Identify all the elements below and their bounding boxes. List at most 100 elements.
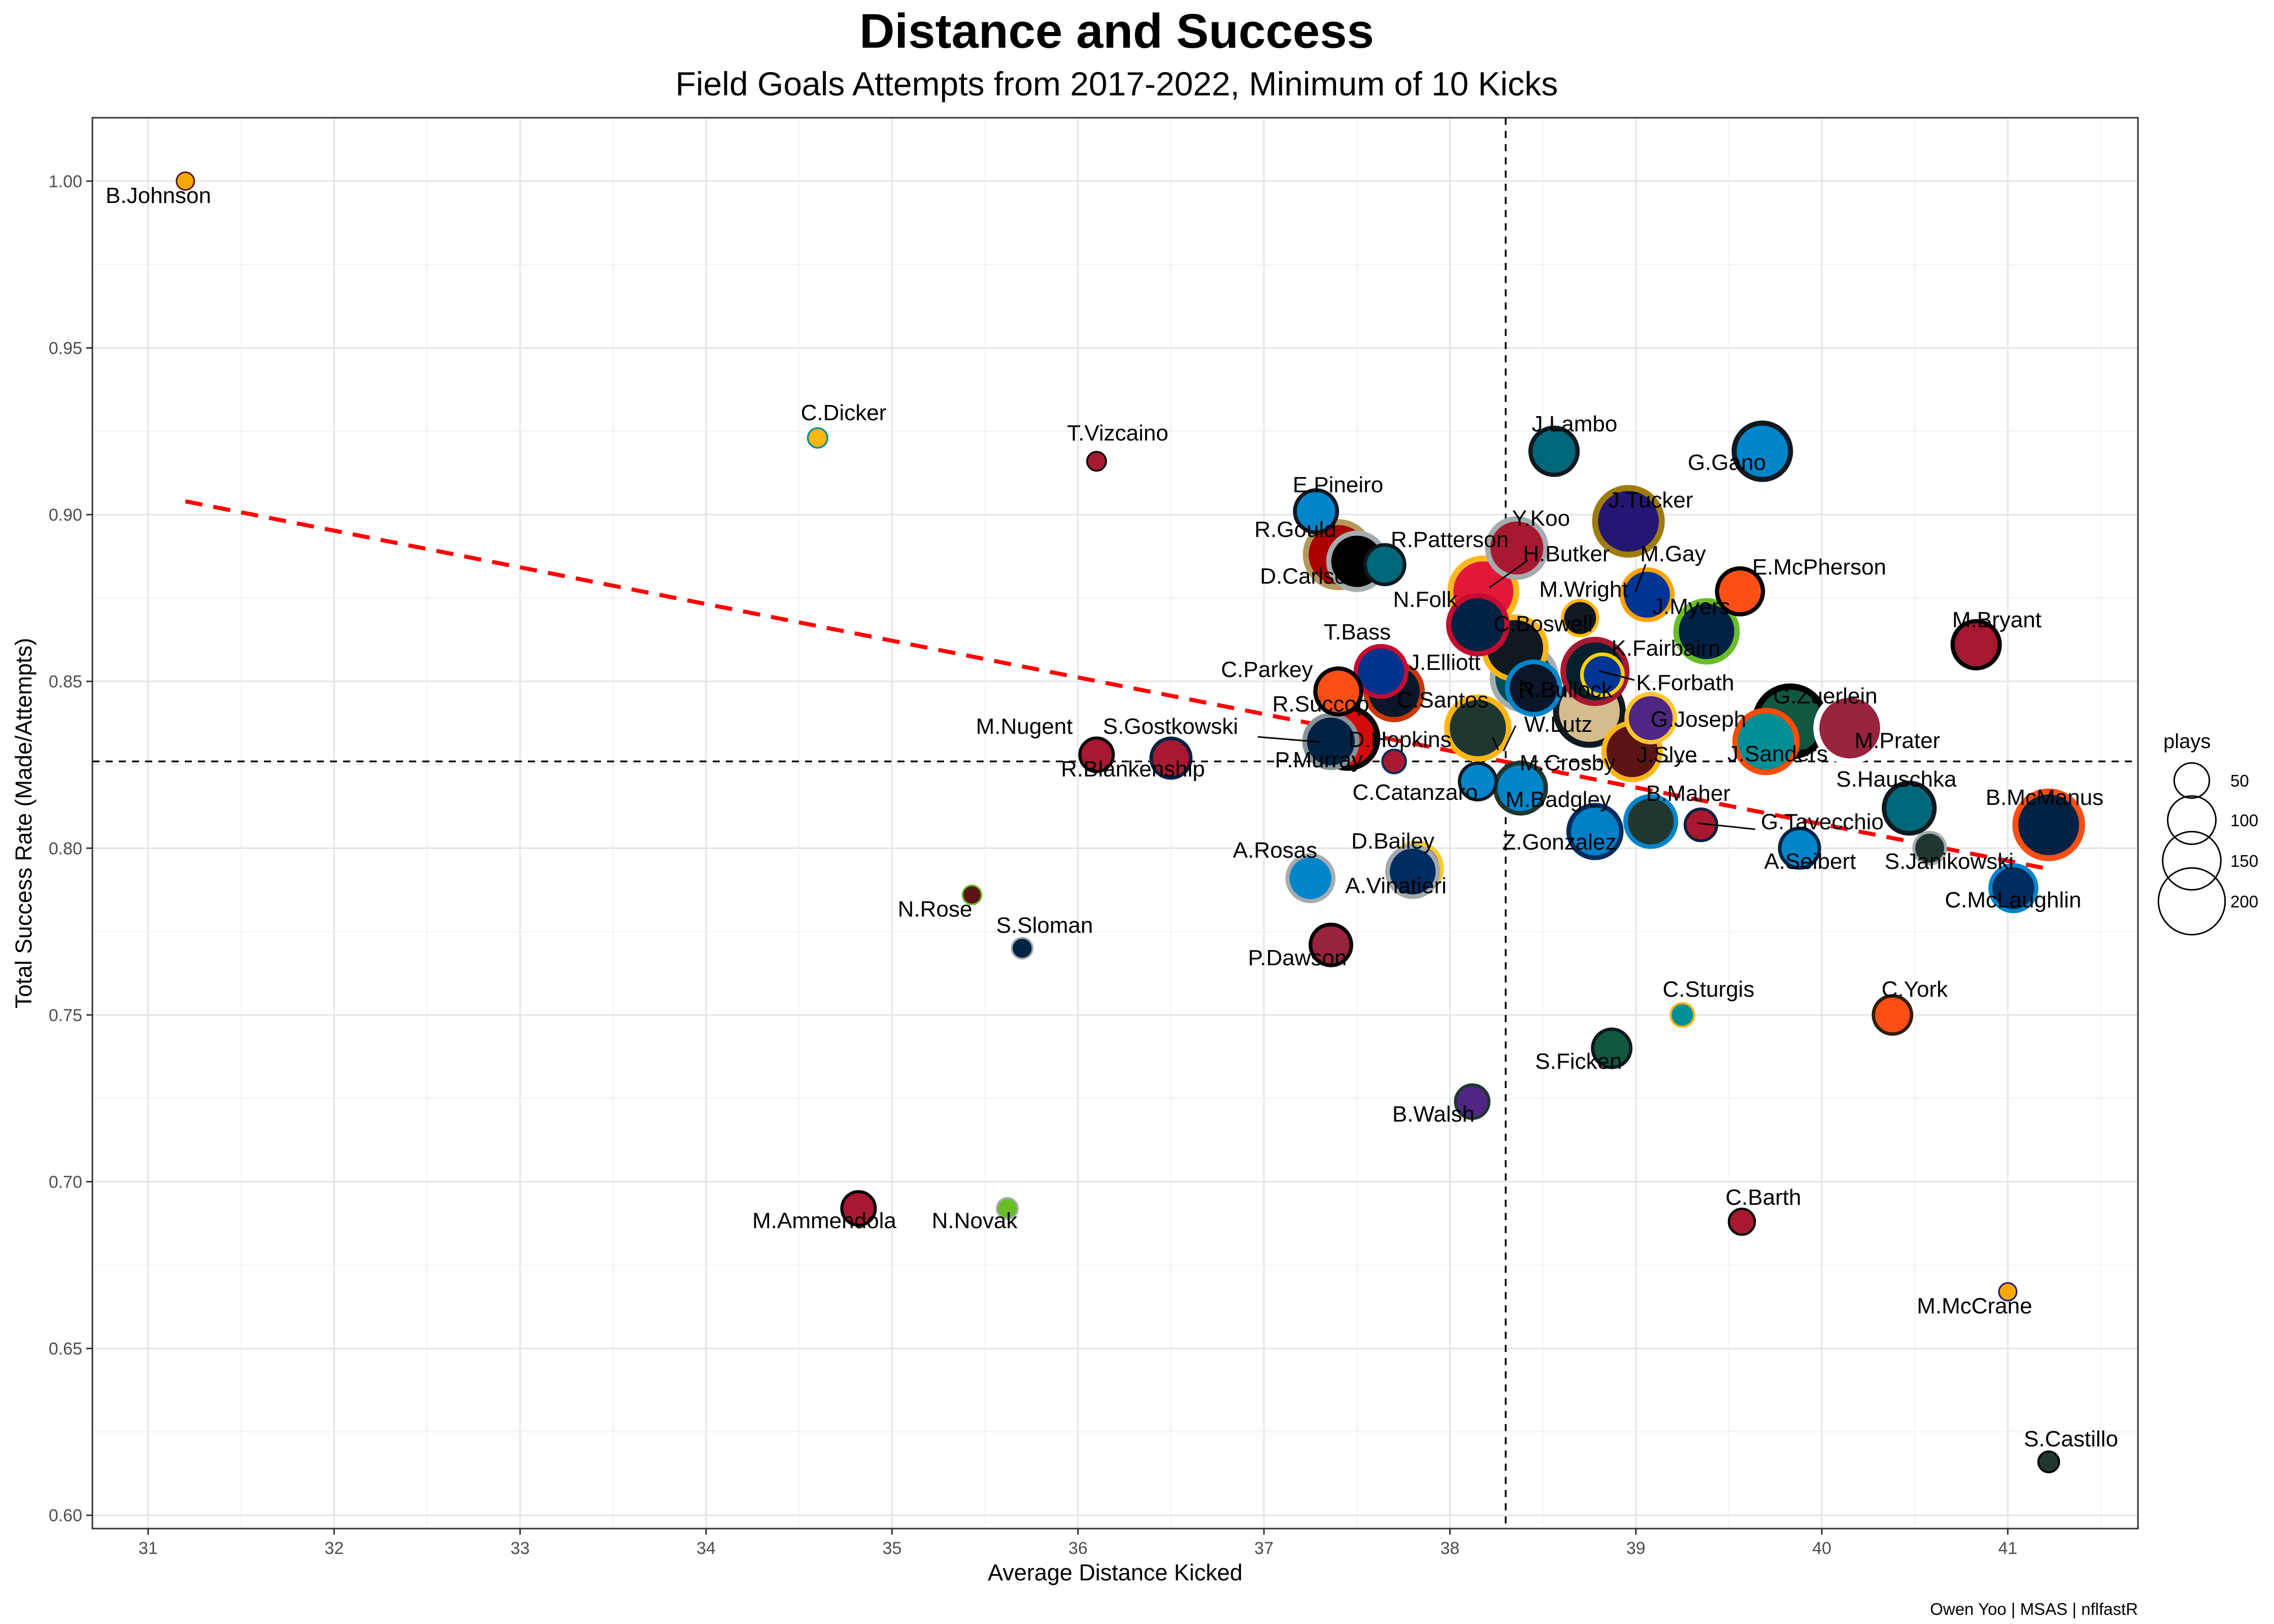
point-c-mclaughlin (1988, 863, 2038, 913)
x-tick-label: 36 (1068, 1539, 1088, 1558)
y-tick-label: 0.65 (49, 1339, 82, 1359)
point-label: B.Walsh (1392, 1102, 1475, 1127)
legend-size-key (2167, 795, 2217, 845)
point-a-vinatieri (1385, 844, 1441, 899)
point-n-folk (1446, 593, 1510, 657)
point-label: M.Crosby (1520, 751, 1615, 775)
chart-caption: Owen Yoo | MSAS | nflfastR (1930, 1600, 2138, 1618)
point-label: M.Nugent (976, 714, 1073, 739)
point-label: S.Hauschka (1836, 767, 1957, 792)
point-label: S.Ficken (1535, 1049, 1622, 1074)
point-r-blankenship (1381, 749, 1407, 774)
legend-title: plays (2163, 730, 2211, 753)
point-c-york (1871, 994, 1914, 1036)
point-label: B.Johnson (106, 183, 211, 208)
legend-size-label: 150 (2230, 852, 2258, 870)
point-n-novak (996, 1197, 1019, 1220)
point-c-barth (1727, 1207, 1756, 1236)
point-label: M.Prater (1855, 728, 1941, 753)
label-leader-line (1634, 564, 1647, 592)
point-label: R.Gould (1254, 517, 1336, 542)
x-tick-label: 35 (882, 1539, 901, 1558)
point-label: C.Parkey (1221, 657, 1313, 682)
point-label: Y.Koo (1512, 506, 1570, 531)
label-leader-line (1491, 736, 1499, 751)
point-label: R.Bullock (1518, 678, 1613, 702)
x-tick-label: 32 (324, 1539, 344, 1558)
legend-size-label: 100 (2230, 811, 2258, 830)
point-m-badgley (1566, 803, 1624, 860)
point-label: T.Vizcaino (1067, 421, 1168, 446)
point-m-bryant (1950, 619, 2002, 670)
point-s-janikowski (1912, 831, 1947, 866)
point-c-dicker (807, 427, 828, 449)
point-label: G.Zuerlein (1773, 684, 1877, 708)
x-tick-label: 39 (1626, 1539, 1646, 1558)
point-label: C.McLaughlin (1945, 888, 2081, 912)
point-label: K.Forbath (1636, 670, 1734, 695)
point-j-lambo (1528, 425, 1580, 477)
point-label: P.Dawson (1248, 945, 1347, 970)
point-label: D.Hopkins (1349, 727, 1452, 752)
point-j-tucker (1592, 485, 1665, 558)
y-axis-ticks: 0.60 0.65 0.70 0.75 0.80 0.85 0.90 0.95 1.00 (49, 172, 92, 1526)
x-tick-label: 41 (1998, 1539, 2018, 1558)
point-label: T.Bass (1324, 620, 1391, 645)
point-label: C.Dicker (801, 400, 887, 425)
x-tick-label: 38 (1441, 1539, 1460, 1558)
point-b-walsh (1454, 1083, 1491, 1120)
point-label: C.Barth (1725, 1185, 1801, 1210)
point-b-johnson (176, 171, 195, 191)
point-label: B.Maher (1646, 781, 1730, 806)
point-label: J.Myers (1652, 594, 1730, 619)
point-label: N.Rose (898, 897, 973, 922)
panel-background (92, 118, 2138, 1529)
point-label: G.Gano (1688, 450, 1766, 475)
x-axis-title: Average Distance Kicked (988, 1560, 1243, 1585)
point-label: M.Ammendola (752, 1208, 896, 1233)
point-label: C.York (1882, 977, 1948, 1002)
point-j-sanders (1732, 707, 1800, 775)
point-label: C.Sturgis (1663, 977, 1755, 1002)
point-g-joseph (1624, 692, 1677, 745)
label-leader-line (1502, 725, 1517, 752)
legend-size-label: 200 (2230, 892, 2258, 911)
reference-lines (92, 118, 2138, 1529)
point-t-bass (1353, 644, 1409, 699)
point-label: M.Wright (1539, 577, 1628, 602)
point-label: E.McPherson (1752, 555, 1886, 580)
point-label: B.McManus (1986, 785, 2103, 810)
point-label: J.Lambo (1532, 412, 1618, 436)
point-c-sturgis (1669, 1002, 1695, 1028)
point-label: S.Janikowski (1885, 849, 2014, 874)
point-label: K.Fairbairn (1611, 636, 1720, 661)
label-leader-lines (1257, 559, 1756, 830)
point-m-ammendola (840, 1190, 877, 1227)
point-label: P.Murray (1275, 748, 1363, 772)
point-a-seibert (1778, 826, 1821, 870)
point-label: C.Boswell (1493, 612, 1593, 636)
point-b-maher (1623, 794, 1679, 849)
y-tick-label: 0.95 (49, 339, 82, 358)
point-label: M.Badgley (1506, 787, 1611, 812)
label-leader-line (1697, 822, 1756, 830)
x-tick-label: 31 (139, 1539, 158, 1558)
point-r-bullock (1504, 659, 1562, 717)
point-label: N.Folk (1393, 587, 1458, 612)
point-label: J.Tucker (1608, 488, 1693, 513)
chart-title: Distance and Success (859, 4, 1374, 58)
size-legend: plays 50 100 150 200 (2157, 730, 2258, 936)
point-label: G.Tavecchio (1761, 809, 1884, 834)
point-label: R.Blankenship (1061, 757, 1205, 782)
point-m-mccrane (1998, 1282, 2018, 1302)
y-tick-label: 0.75 (49, 1006, 82, 1025)
point-s-castillo (2037, 1450, 2060, 1473)
point-s-ficken (1591, 1027, 1633, 1069)
point-m-prater (1813, 692, 1886, 765)
point-label: S.Sloman (996, 913, 1093, 938)
point-label: C.Catanzaro (1352, 780, 1478, 805)
point-g-gano (1731, 420, 1793, 482)
y-tick-label: 0.85 (49, 672, 82, 692)
point-label: D.Carlson (1260, 564, 1359, 589)
